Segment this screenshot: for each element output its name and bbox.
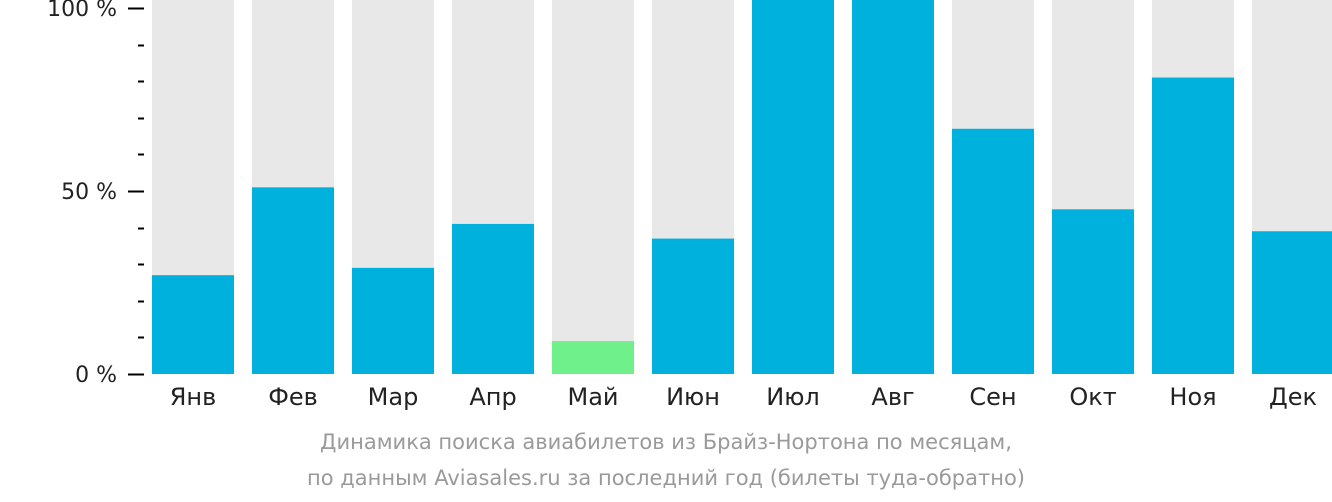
bar bbox=[952, 128, 1034, 374]
y-tick-label: 50 % bbox=[61, 180, 117, 205]
x-tick-label: Янв bbox=[170, 383, 217, 411]
x-tick-label: Окт bbox=[1069, 383, 1116, 411]
x-tick-label: Июл bbox=[766, 383, 820, 411]
bar bbox=[352, 267, 434, 374]
x-tick-label: Ноя bbox=[1169, 383, 1216, 411]
x-tick-label: Июн bbox=[666, 383, 720, 411]
bar bbox=[1252, 231, 1332, 374]
bar bbox=[452, 223, 534, 374]
bar bbox=[152, 275, 234, 374]
x-tick-label: Сен bbox=[969, 383, 1016, 411]
chart-caption-line-2: по данным Aviasales.ru за последний год … bbox=[307, 466, 1025, 490]
y-tick-label: 0 % bbox=[75, 363, 117, 388]
x-tick-label: Дек bbox=[1269, 383, 1317, 411]
chart-caption-line-1: Динамика поиска авиабилетов из Брайз-Нор… bbox=[320, 430, 1012, 454]
x-tick-label: Фев bbox=[268, 383, 318, 411]
x-tick-label: Май bbox=[567, 383, 618, 411]
bar bbox=[1052, 209, 1134, 374]
bar bbox=[752, 0, 834, 374]
bar bbox=[252, 187, 334, 374]
bar-background bbox=[552, 0, 634, 374]
x-tick-label: Авг bbox=[871, 383, 914, 411]
bar bbox=[552, 341, 634, 374]
bar bbox=[1152, 77, 1234, 374]
bar bbox=[652, 238, 734, 374]
x-tick-label: Мар bbox=[368, 383, 419, 411]
x-tick-label: Апр bbox=[469, 383, 516, 411]
bar-chart: 0 % 50 % 100 % Янв Фев Мар Апр Май Июн Июл Авг Сен О… bbox=[47, 0, 1332, 411]
y-tick-label: 100 % bbox=[47, 0, 117, 22]
bar bbox=[852, 0, 934, 374]
